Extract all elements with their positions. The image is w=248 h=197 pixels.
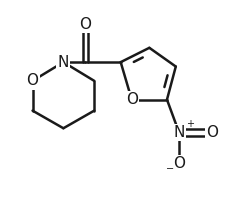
Text: N: N xyxy=(173,125,185,140)
Text: O: O xyxy=(27,73,38,88)
Text: O: O xyxy=(206,125,218,140)
Text: O: O xyxy=(79,17,92,32)
Text: O: O xyxy=(173,156,185,171)
Text: −: − xyxy=(166,164,174,174)
Text: O: O xyxy=(126,92,138,107)
Text: +: + xyxy=(186,119,194,129)
Text: N: N xyxy=(58,55,69,70)
